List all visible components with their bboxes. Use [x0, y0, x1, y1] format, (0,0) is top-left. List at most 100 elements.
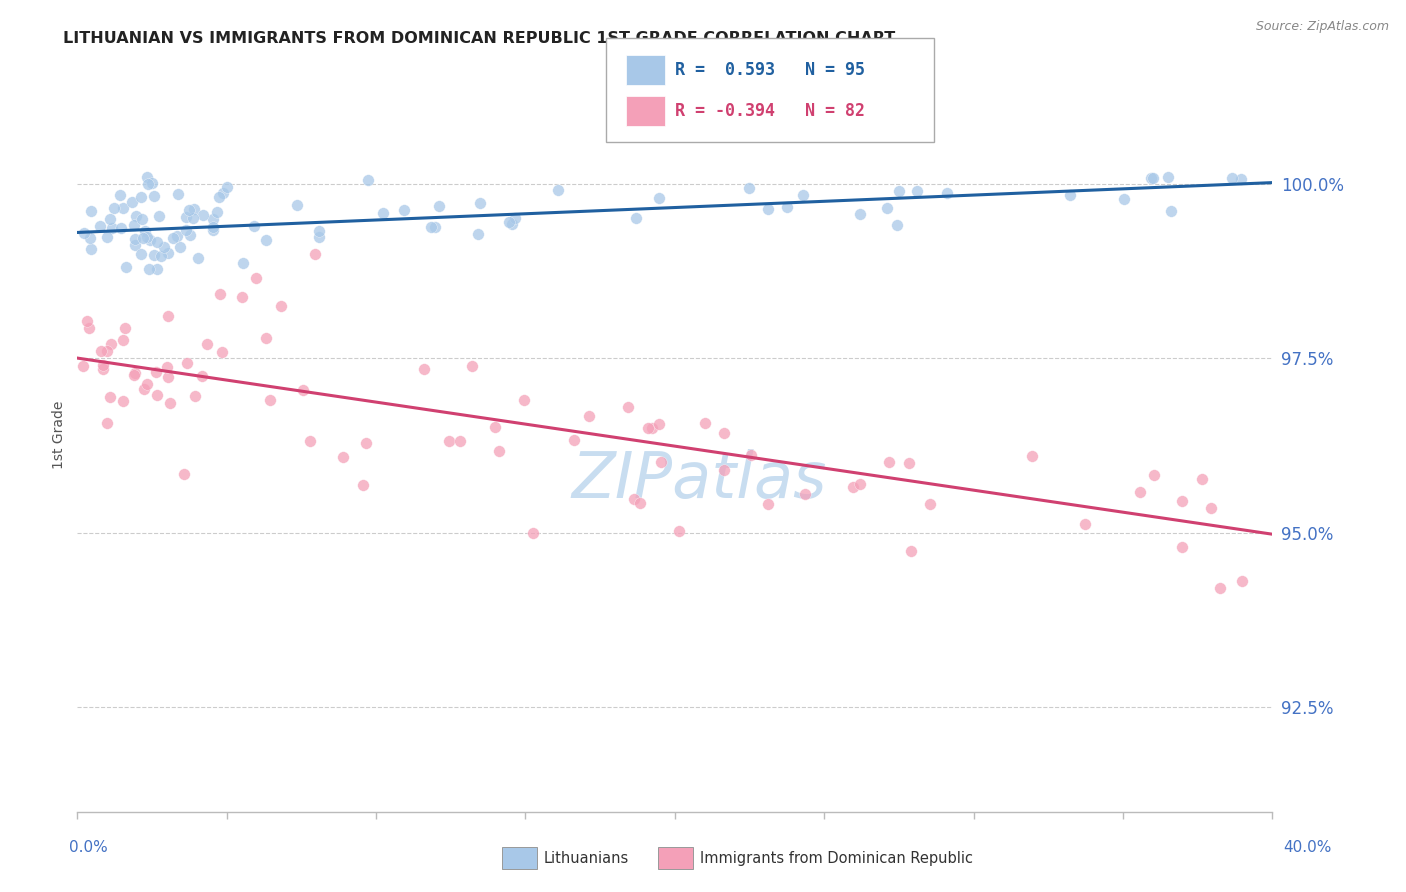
- Point: [1059, 188, 1081, 202]
- Point: [208, 190, 231, 204]
- Point: [134, 224, 156, 238]
- Point: [470, 196, 492, 211]
- Point: [159, 396, 181, 410]
- Point: [124, 366, 146, 380]
- Point: [332, 450, 354, 465]
- Point: [1157, 169, 1180, 184]
- Point: [877, 455, 900, 469]
- Point: [437, 434, 460, 449]
- Point: [131, 211, 153, 226]
- Point: [794, 486, 817, 500]
- Point: [1208, 581, 1230, 595]
- Point: [183, 202, 205, 216]
- Point: [693, 417, 716, 431]
- Point: [419, 219, 441, 234]
- Point: [129, 246, 152, 260]
- Point: [1232, 574, 1254, 589]
- Text: R = -0.394   N = 82: R = -0.394 N = 82: [675, 102, 865, 120]
- Point: [245, 270, 267, 285]
- Point: [1128, 485, 1150, 500]
- Point: [91, 361, 114, 376]
- Point: [110, 221, 132, 235]
- Point: [488, 444, 510, 458]
- Point: [231, 290, 253, 304]
- Point: [132, 382, 155, 396]
- Point: [308, 224, 330, 238]
- Point: [1139, 171, 1161, 186]
- Point: [357, 173, 380, 187]
- Point: [166, 229, 188, 244]
- Point: [156, 359, 179, 374]
- Point: [920, 497, 942, 511]
- Point: [136, 377, 159, 392]
- Point: [1142, 171, 1164, 186]
- Point: [641, 420, 664, 434]
- Point: [887, 184, 910, 198]
- Point: [423, 220, 446, 235]
- Point: [122, 368, 145, 382]
- Point: [211, 344, 233, 359]
- Point: [202, 211, 225, 226]
- Point: [141, 176, 163, 190]
- Point: [156, 310, 179, 324]
- Point: [254, 331, 277, 345]
- Text: ZIPatlas: ZIPatlas: [571, 449, 827, 511]
- Point: [108, 187, 131, 202]
- Point: [142, 248, 165, 262]
- Text: Lithuanians: Lithuanians: [544, 851, 630, 865]
- Text: 40.0%: 40.0%: [1284, 840, 1331, 855]
- Point: [498, 214, 520, 228]
- Point: [114, 321, 136, 335]
- Point: [1171, 540, 1194, 554]
- Y-axis label: 1st Grade: 1st Grade: [52, 401, 66, 469]
- Point: [413, 362, 436, 376]
- Point: [89, 219, 111, 233]
- Point: [96, 344, 118, 359]
- Point: [522, 525, 544, 540]
- Point: [304, 247, 326, 261]
- Point: [1272, 164, 1295, 178]
- Point: [578, 409, 600, 423]
- Point: [512, 392, 534, 407]
- Point: [76, 314, 98, 328]
- Point: [169, 240, 191, 254]
- Point: [900, 544, 922, 558]
- Point: [848, 476, 870, 491]
- Point: [624, 211, 647, 225]
- Point: [149, 248, 172, 262]
- Point: [232, 256, 254, 270]
- Point: [181, 211, 204, 225]
- Point: [98, 390, 121, 404]
- Point: [157, 245, 180, 260]
- Point: [1160, 203, 1182, 218]
- Point: [737, 180, 759, 194]
- Point: [100, 337, 122, 351]
- Text: Source: ZipAtlas.com: Source: ZipAtlas.com: [1256, 20, 1389, 33]
- Point: [650, 455, 672, 469]
- Point: [146, 235, 169, 249]
- Point: [103, 201, 125, 215]
- Point: [668, 524, 690, 538]
- Point: [148, 209, 170, 223]
- Point: [254, 233, 277, 247]
- Point: [898, 456, 921, 470]
- Point: [503, 211, 526, 226]
- Point: [1073, 517, 1095, 532]
- Point: [179, 227, 201, 242]
- Point: [111, 201, 134, 215]
- Point: [191, 208, 214, 222]
- Point: [935, 186, 957, 201]
- Point: [202, 219, 225, 234]
- Point: [205, 204, 228, 219]
- Point: [115, 260, 138, 275]
- Point: [285, 198, 308, 212]
- Point: [125, 209, 148, 223]
- Point: [208, 286, 231, 301]
- Point: [776, 200, 799, 214]
- Point: [80, 242, 103, 256]
- Point: [98, 212, 121, 227]
- Point: [72, 359, 94, 373]
- Point: [195, 336, 218, 351]
- Point: [1021, 449, 1043, 463]
- Point: [352, 478, 374, 492]
